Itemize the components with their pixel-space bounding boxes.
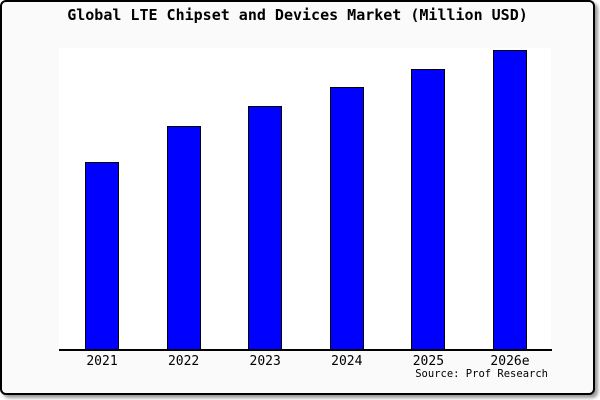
x-tick-label-2026e: 2026e [490,354,530,369]
bar-2025 [411,69,446,350]
bar-2021 [85,162,119,350]
x-tick-label-2023: 2023 [249,354,281,369]
x-tick-label-2021: 2021 [86,354,118,369]
bar-2024 [329,87,364,350]
x-axis-labels: 2021 2022 2023 2024 2025 2026e [59,354,551,370]
source-credit: Source: Prof Research [415,368,548,380]
plot-area [59,48,551,350]
x-tick-label-2022: 2022 [167,354,200,369]
bar-2022 [166,126,201,350]
chart-title: Global LTE Chipset and Devices Market (M… [67,6,528,24]
bar-2026e [493,50,527,350]
chart-card: Global LTE Chipset and Devices Market (M… [0,0,595,395]
x-axis-line [59,349,552,351]
x-tick-label-2025: 2025 [412,354,445,369]
bar-2023 [248,106,283,350]
x-tick-label-2024: 2024 [331,354,363,369]
